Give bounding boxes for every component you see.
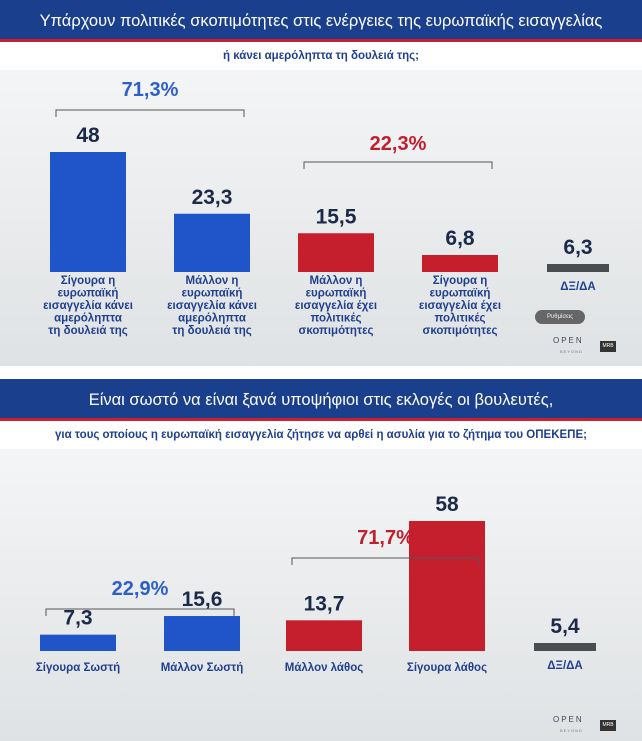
value-label-3: 13,7 xyxy=(304,592,345,615)
group-total-1: 71,3% xyxy=(122,79,179,101)
category-label-5: ΔΞ/ΔΑ xyxy=(547,660,582,672)
bar-4 xyxy=(422,255,498,272)
category-label-1: Σίγουρα η ευρωπαϊκή εισαγγελία κάνει αμερόλ… xyxy=(43,275,133,337)
mrb-badge: MRB xyxy=(600,341,616,352)
bar-1 xyxy=(50,152,126,272)
value-label-2: 15,6 xyxy=(182,588,223,611)
group-bracket-1 xyxy=(55,109,245,117)
value-label-5: 6,3 xyxy=(563,236,592,259)
chart-1-svg: 48 Σίγουρα η ευρωπαϊκή εισαγγελία κάνει αμερ… xyxy=(43,79,609,337)
bar-2 xyxy=(164,616,240,651)
open-beyond-logo: OPEN xyxy=(553,336,584,345)
category-label-2: Μάλλον Σωστή xyxy=(161,662,244,674)
category-label-4: Σίγουρα η ευρωπαϊκή εισαγγελία έχει πολιτικ… xyxy=(419,275,501,337)
survey-panel-1: Υπάρχουν πολιτικές σκοπιμότητες στις ενέ… xyxy=(0,0,642,366)
bar-5 xyxy=(547,264,609,272)
group-total-2: 71,7% xyxy=(357,527,414,549)
panel-2-subtitle: για τους οποίους η ευρωπαϊκή εισαγγελία … xyxy=(0,421,642,449)
category-label-5: ΔΞ/ΔΑ xyxy=(560,281,595,293)
group-bracket-1 xyxy=(45,608,235,616)
chart-2-area: 7,3 Σίγουρα Σωστή 15,6 Μάλλον Σωστή 13,7 Μάλλ… xyxy=(0,449,642,741)
chart-2-svg: 7,3 Σίγουρα Σωστή 15,6 Μάλλον Σωστή 13,7 Μάλλ… xyxy=(36,493,596,674)
group-bracket-2 xyxy=(303,161,493,169)
category-label-3: Μάλλον λάθος xyxy=(285,662,363,674)
bar-4 xyxy=(409,521,485,651)
mrb-badge: MRB xyxy=(600,720,616,731)
bar-2 xyxy=(174,213,250,272)
chart-1-area: 48 Σίγουρα η ευρωπαϊκή εισαγγελία κάνει αμερ… xyxy=(0,70,642,366)
bar-1 xyxy=(40,634,116,651)
value-label-5: 5,4 xyxy=(550,615,580,638)
category-label-2: Μάλλον η ευρωπαϊκή εισαγγελία κάνει αμερόλη… xyxy=(167,275,257,337)
category-label-1: Σίγουρα Σωστή xyxy=(36,662,120,674)
open-beyond-logo: OPEN xyxy=(553,715,584,724)
bar-5 xyxy=(534,643,596,651)
bar-3 xyxy=(286,620,362,651)
survey-panel-2: Είναι σωστό να είναι ξανά υποψήφιοι στις… xyxy=(0,379,642,741)
panel-2-title: Είναι σωστό να είναι ξανά υποψήφιοι στις… xyxy=(0,379,642,421)
value-label-1: 7,3 xyxy=(63,607,92,630)
settings-button[interactable]: Ρυθμίσεις xyxy=(535,310,585,324)
category-label-4: Σίγουρα λάθος xyxy=(407,662,487,674)
value-label-1: 48 xyxy=(76,124,100,147)
group-total-1: 22,9% xyxy=(112,578,169,600)
logo-tagline: BEYOND xyxy=(560,728,583,733)
panel-1-subtitle: ή κάνει αμερόληπτα τη δουλειά της; xyxy=(0,42,642,70)
panel-1-title: Υπάρχουν πολιτικές σκοπιμότητες στις ενέ… xyxy=(0,0,642,42)
value-label-3: 15,5 xyxy=(316,205,357,228)
group-bracket-2 xyxy=(291,557,480,565)
bar-3 xyxy=(298,233,374,272)
logo-tagline: BEYOND xyxy=(560,349,583,354)
value-label-4: 58 xyxy=(435,493,459,516)
category-label-3: Μάλλον η ευρωπαϊκή εισαγγελία έχει πολιτικέ… xyxy=(295,275,377,337)
value-label-4: 6,8 xyxy=(445,227,475,250)
group-total-2: 22,3% xyxy=(370,133,427,155)
value-label-2: 23,3 xyxy=(192,186,233,209)
